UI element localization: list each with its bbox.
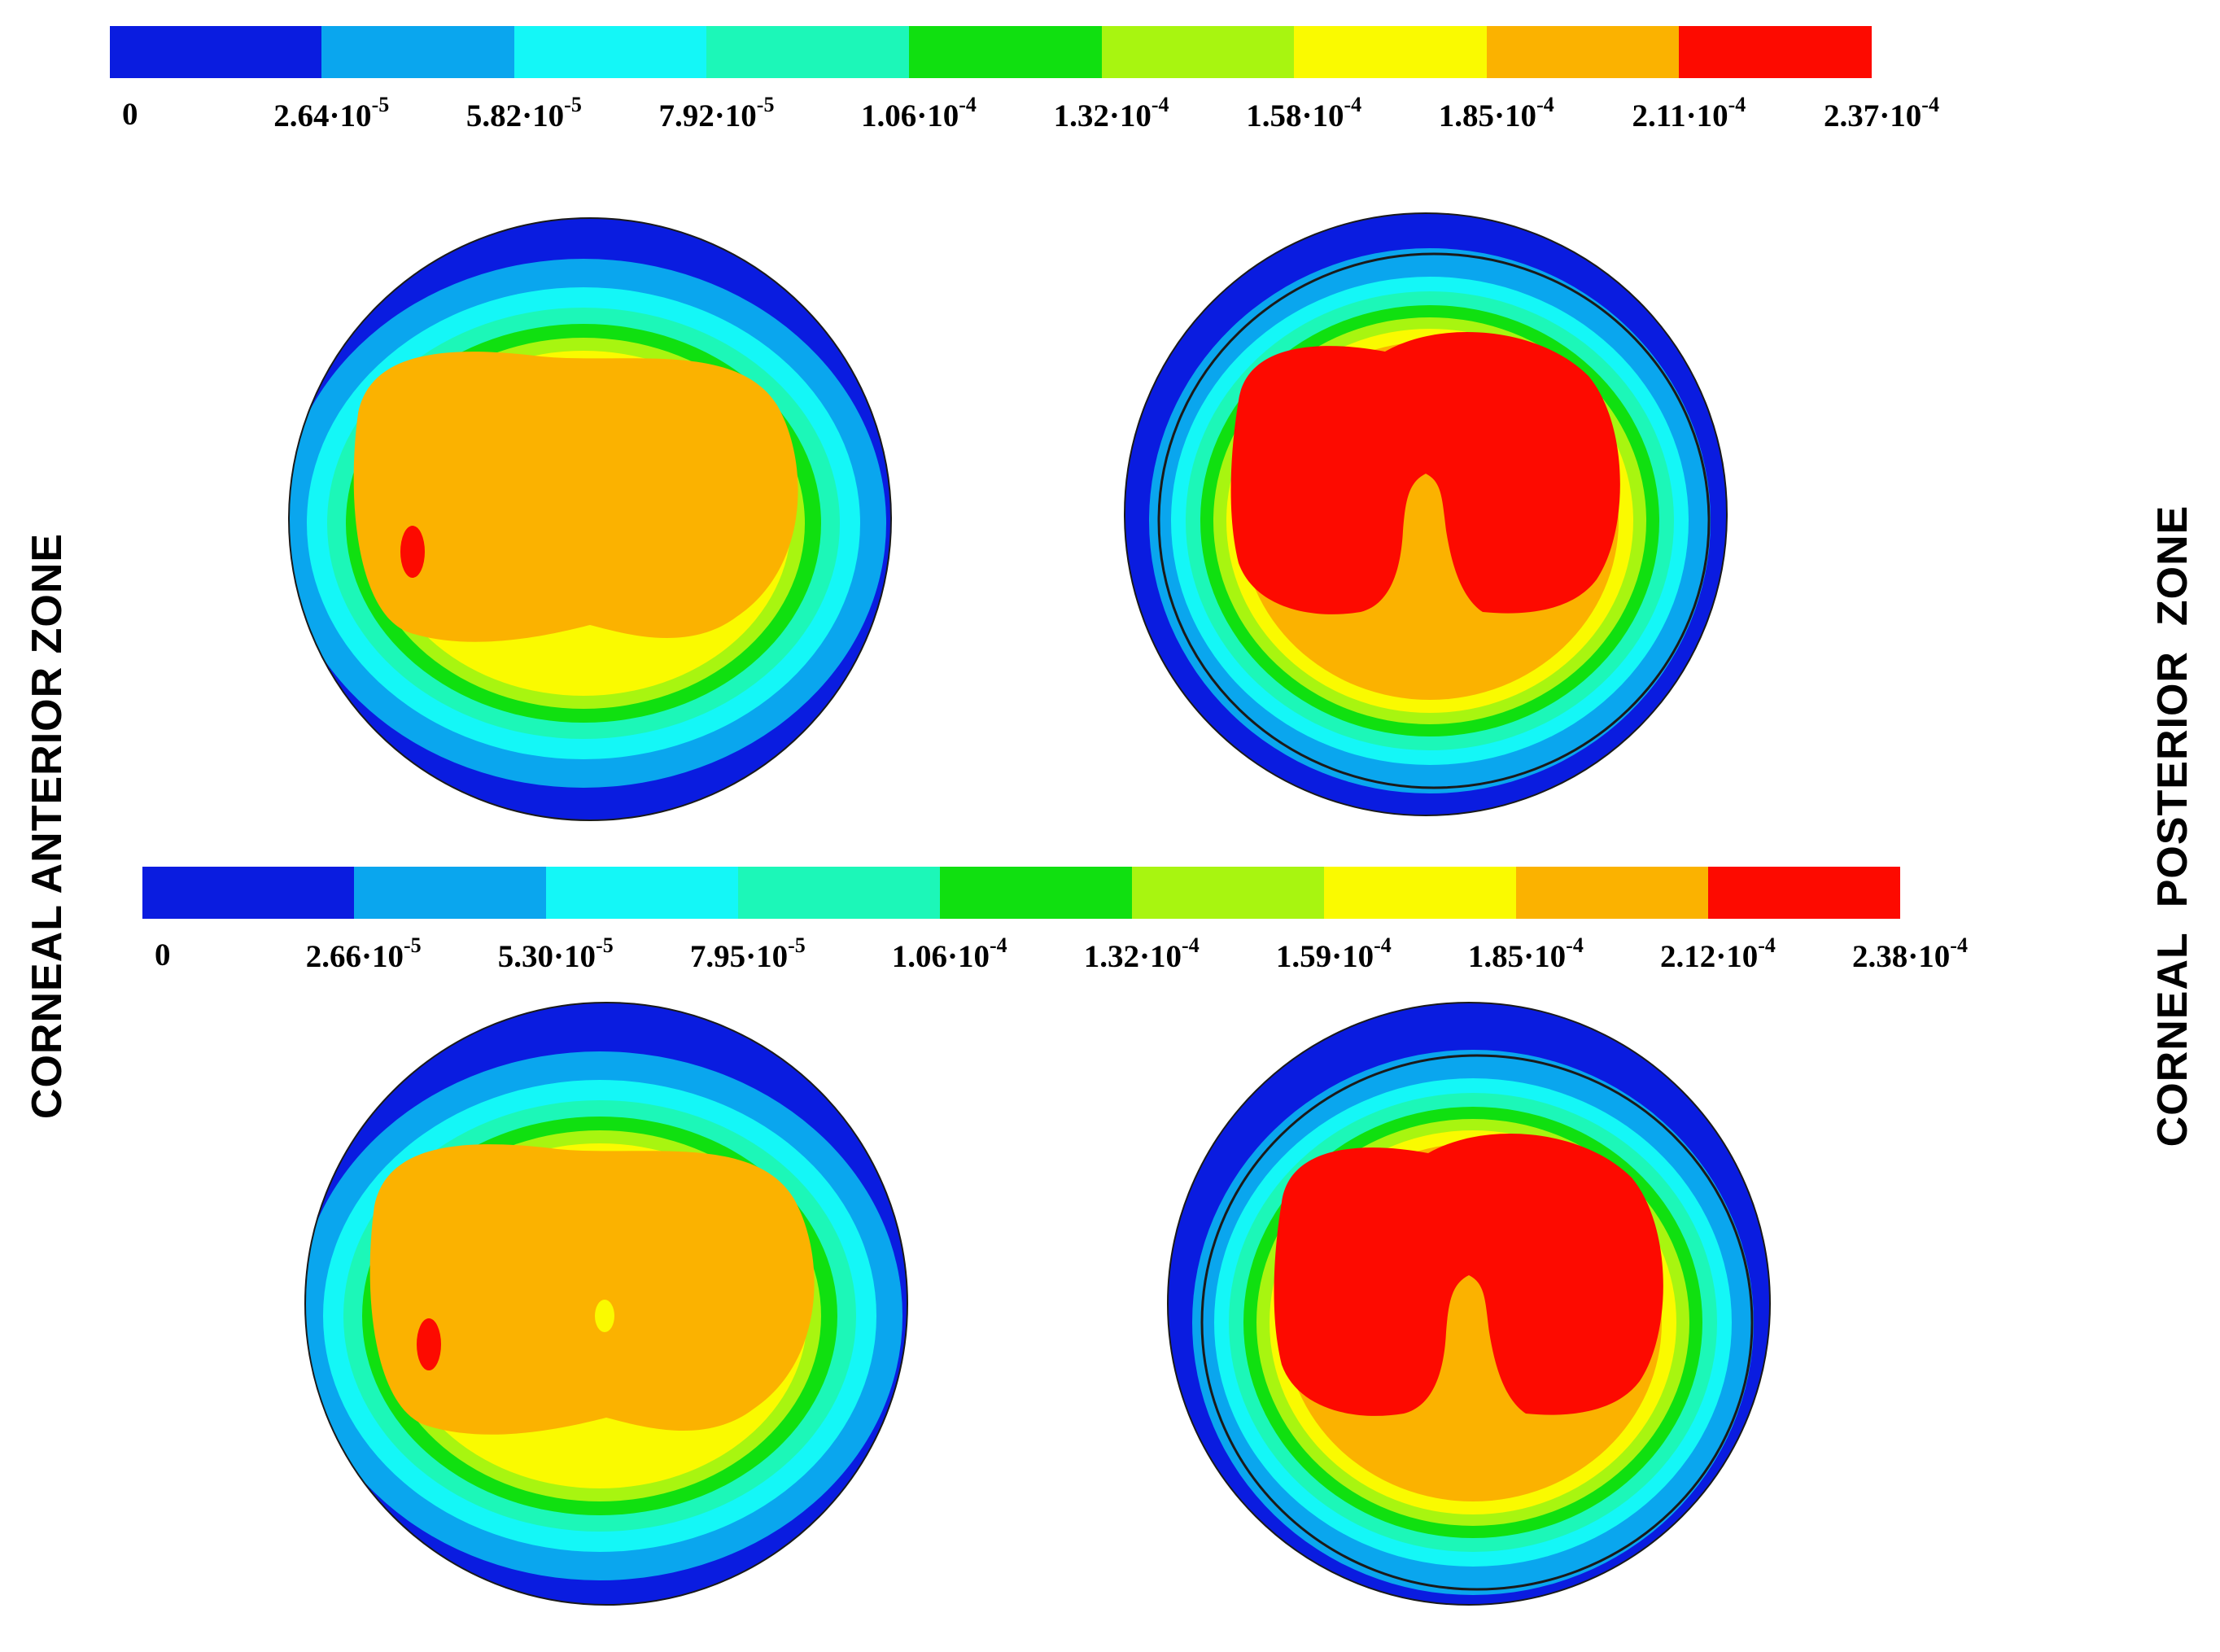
colorbar-tick-label: 7.95·10-5 [689,933,806,974]
colorbar-segment [939,867,1132,919]
colorbar-segment [1707,867,1900,919]
disc-anterior-top [281,210,899,828]
colorbar-segment [321,26,514,78]
colorbar-top-ticks: 0 2.64·10-5 5.82·10-5 7.92·10-5 1.06·10-4 1.3… [110,93,1939,137]
disc-posterior-bottom [1160,994,1778,1613]
colorbar-segment [1679,26,1872,78]
colorbar-tick-label: 0 [155,937,171,972]
anterior-contour-map [288,217,892,821]
anterior-contour-map [304,1002,908,1606]
colorbar-segment [110,26,322,78]
colorbar-tick-label: 1.58·10-4 [1246,93,1362,133]
colorbar-segment [1486,26,1680,78]
colorbar-tick-label: 1.85·10-4 [1438,93,1554,133]
colorbar-tick-label: 2.38·10-4 [1852,933,1968,974]
colorbar-top [110,26,1872,78]
colorbar-tick-label: 7.92·10-5 [658,93,775,133]
colorbar-tick-label: 1.06·10-4 [891,933,1007,974]
posterior-zone-label: CORNEAL POSTERIOR ZONE [2149,505,2196,1147]
colorbar-tick-label: 1.32·10-4 [1083,933,1200,974]
colorbar-segment [142,867,354,919]
posterior-contour-map [1167,1002,1771,1606]
colorbar-segment [706,26,909,78]
colorbar-tick-label: 5.82·10-5 [465,93,582,133]
colorbar-bottom [142,867,1900,919]
posterior-contour-map [1124,212,1728,816]
colorbar-segment [1131,867,1324,919]
colorbar-segment [1101,26,1295,78]
colorbar-tick-label: 1.06·10-4 [860,93,977,133]
colorbar-tick-label: 1.59·10-4 [1275,933,1392,974]
colorbar-segment [1515,867,1708,919]
colorbar-segment [1323,867,1516,919]
colorbar-tick-label: 2.66·10-5 [305,933,422,974]
colorbar-bottom-ticks: 0 2.66·10-5 5.30·10-5 7.95·10-5 1.06·10-4 1.3… [142,933,1968,977]
colorbar-tick-label: 2.11·10-4 [1632,93,1746,133]
disc-anterior-bottom [297,994,916,1613]
colorbar-segment [737,867,940,919]
colorbar-tick-label: 0 [122,97,138,132]
colorbar-segment [1294,26,1487,78]
colorbar-segment [545,867,738,919]
colorbar-tick-label: 1.85·10-4 [1467,933,1584,974]
colorbar-segment [908,26,1102,78]
colorbar-tick-label: 2.12·10-4 [1659,933,1776,974]
colorbar-tick-label: 1.32·10-4 [1053,93,1169,133]
colorbar-segment [353,867,546,919]
disc-posterior-top [1117,205,1735,824]
colorbar-tick-label: 2.64·10-5 [273,93,390,133]
colorbar-tick-label: 5.30·10-5 [497,933,614,974]
colorbar-segment [513,26,707,78]
colorbar-tick-label: 2.37·10-4 [1824,93,1939,133]
anterior-zone-label: CORNEAL ANTERIOR ZONE [24,532,71,1120]
